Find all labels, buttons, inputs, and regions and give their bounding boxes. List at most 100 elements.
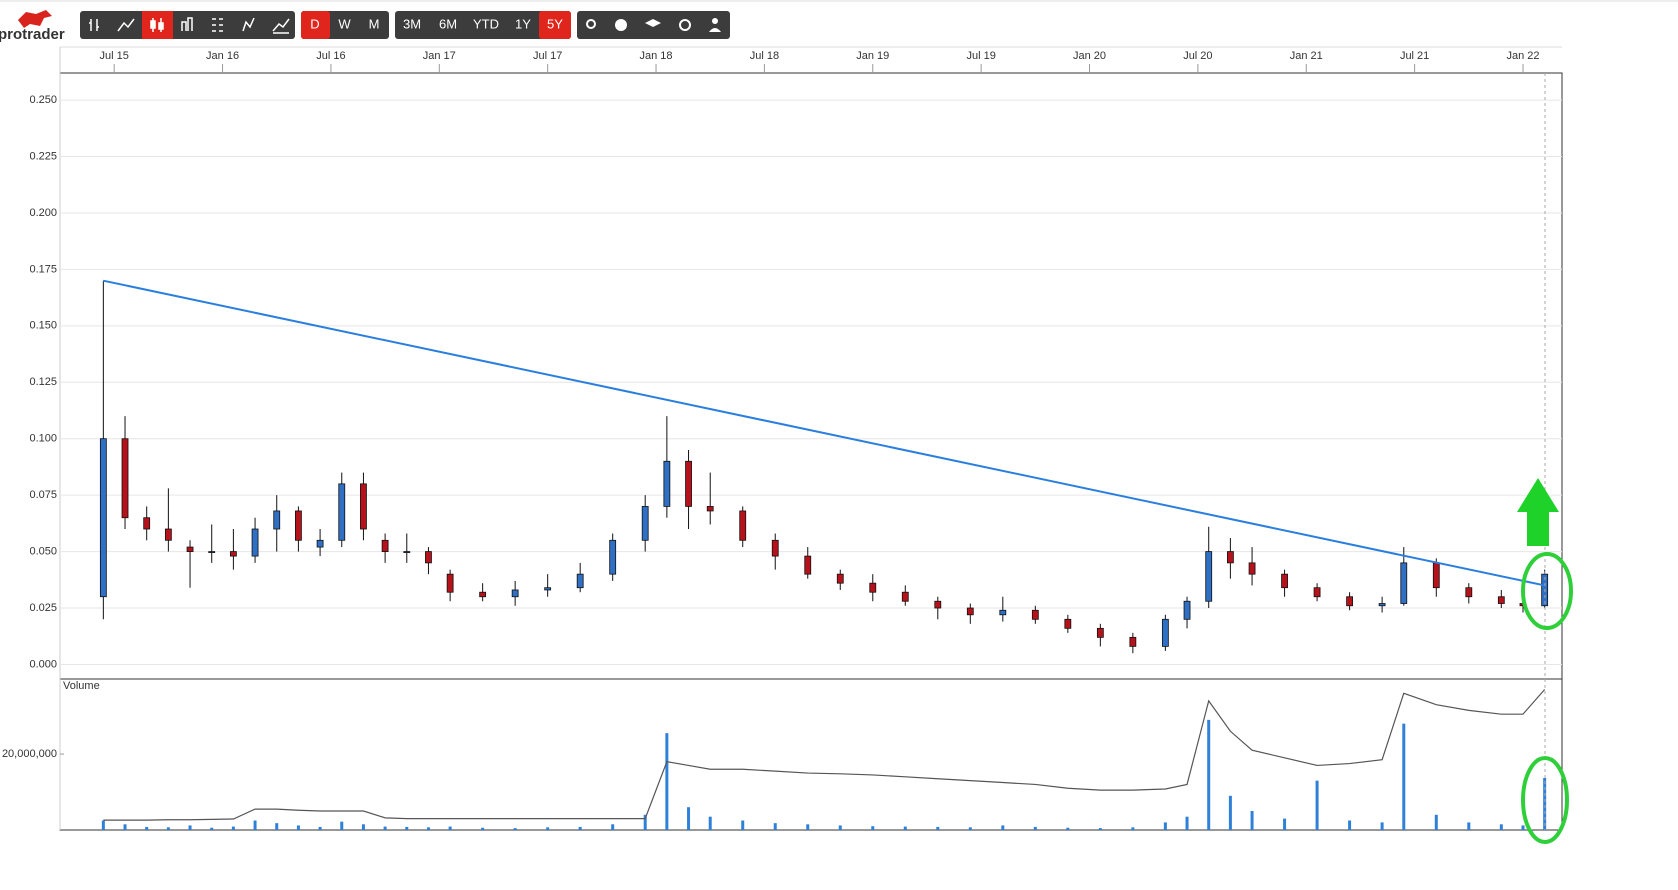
candle-body [934,600,942,609]
volume-bar [1207,719,1211,830]
volume-line [103,689,1546,821]
candle-body [609,539,617,575]
x-tick-label: Jul 15 [100,50,129,62]
candle-body [804,555,812,575]
candle-body [1497,596,1505,604]
volume-bar [1001,825,1005,830]
volume-bar [546,827,550,830]
period-button[interactable]: M [369,16,380,31]
active-button[interactable] [301,11,330,39]
candle-body [511,589,519,598]
volume-bar [871,826,875,830]
line-icon[interactable] [117,18,135,32]
x-tick-label: Jan 20 [1073,50,1106,62]
x-tick-label: Jan 18 [640,50,673,62]
volume-bar [1131,827,1135,830]
volume-bar [253,820,257,830]
volume-bar [968,827,972,830]
candle-body [1183,600,1191,620]
x-tick-label: Jan 17 [423,50,456,62]
volume-bar [806,824,810,830]
active-button[interactable] [539,11,571,39]
range-button[interactable]: YTD [473,16,499,31]
period-button[interactable]: D [310,16,319,31]
volume-bar [1283,818,1287,830]
candle-body [1226,551,1234,564]
candle-body [1064,618,1072,629]
candle-body [446,573,454,593]
candle-body [1248,562,1256,575]
up-arrow [1517,478,1559,546]
play-icon[interactable] [615,19,627,31]
logo[interactable]: protrader [0,10,65,43]
volume-bar [611,824,615,830]
candle-body [1129,636,1137,647]
bar-icon[interactable] [181,17,193,31]
volume-bar [838,825,842,830]
candle-body [1346,596,1353,607]
x-tick-label: Jan 19 [856,50,889,62]
period-button[interactable]: W [338,16,351,31]
candle-body [1161,618,1169,647]
renko-icon[interactable] [212,18,223,32]
volume-bar [296,825,300,830]
candle-body [338,483,346,541]
volume-bar [1185,816,1189,830]
volume-bar [1467,822,1471,830]
x-tick-label: Jul 16 [316,50,345,62]
volume-bar [1098,828,1102,830]
y-tick-label: 0.025 [29,602,57,614]
range-button[interactable]: 1Y [515,16,531,31]
active-button[interactable] [142,11,173,39]
kagi-icon[interactable] [242,17,255,32]
ohlc-icon[interactable] [89,19,99,31]
y-tick-label: 0.100 [29,433,57,445]
volume-bar [231,826,235,830]
x-tick-label: Jan 22 [1506,50,1539,62]
volume-bar [448,826,452,830]
logo-icon [18,10,52,28]
candle-body [479,591,487,598]
y-tick-label: 0.050 [29,545,57,557]
highlight-circle [1521,756,1569,844]
candle-body [316,539,324,548]
area-icon[interactable] [272,18,290,34]
candle-body [836,573,844,584]
volume-bar [1315,780,1319,830]
marks [99,279,1549,830]
volume-bar [687,807,691,830]
candle-body [576,573,584,589]
volume-bar [166,827,170,830]
trendline [103,279,1545,587]
range-button[interactable]: 6M [439,16,457,31]
range-button[interactable]: 3M [403,16,421,31]
candle-body [999,609,1007,616]
toolbar-group [395,11,571,39]
volume-bar [361,824,365,830]
candle-body [121,438,129,519]
y-tick-label: 0.225 [29,150,57,162]
education-icon[interactable] [645,19,661,27]
volume-bar [405,826,409,830]
y-tick-label: 0.000 [29,658,57,670]
volume-bar [383,826,387,830]
user-icon[interactable] [712,18,718,24]
y-tick-label: 0.075 [29,489,57,501]
candle-body [663,460,671,507]
volume-bar [1250,811,1254,830]
candle-body [381,539,389,552]
settings-icon[interactable] [679,19,691,31]
candle-body [771,539,779,557]
candle-body [403,551,411,553]
candle-body [208,551,216,553]
volume-title: Volume [63,680,100,692]
search-icon[interactable] [586,19,596,29]
volume-bar [318,826,322,830]
candle-body [295,510,302,541]
volume-bar [145,826,149,830]
volume-bar [426,827,430,830]
grid: Jul 15 Jan 16 Jul 16 Jan 17 Jul 17 Jan 18 Jul … [2,50,1562,760]
range-button[interactable]: 5Y [547,16,563,31]
volume-bar [1163,822,1167,830]
candle-body [1205,551,1213,602]
